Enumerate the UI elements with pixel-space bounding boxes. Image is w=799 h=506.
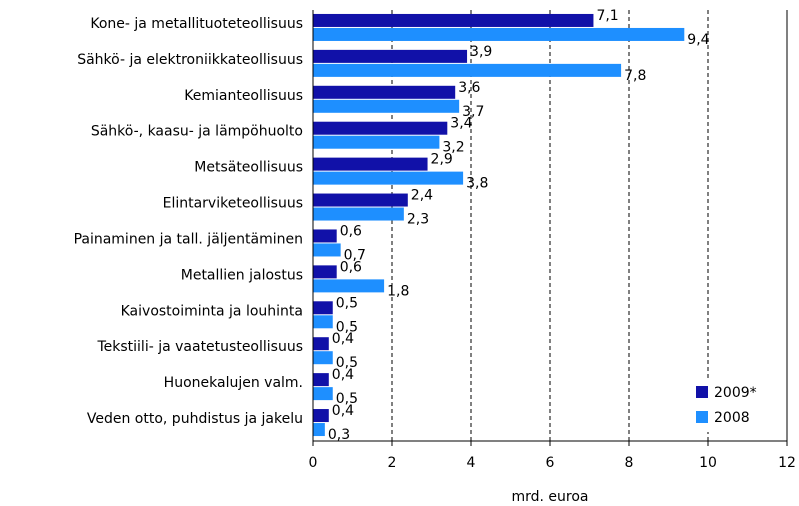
data-label: 3,2: [442, 140, 464, 156]
y-tick-label: Kemianteollisuus: [184, 88, 303, 104]
bar: [313, 135, 440, 149]
x-tick-label: 6: [546, 455, 555, 471]
bar: [313, 99, 460, 113]
y-tick-label: Sähkö-, kaasu- ja lämpöhuolto: [91, 124, 303, 140]
data-label: 0,3: [328, 427, 350, 443]
x-tick-label: 4: [467, 455, 476, 471]
y-tick-label: Metsäteollisuus: [194, 160, 303, 176]
bar: [313, 13, 594, 27]
x-tick-label: 10: [699, 455, 717, 471]
data-label: 3,7: [462, 104, 484, 120]
y-tick-label: Kaivostoiminta ja louhinta: [121, 303, 303, 319]
x-tick-label: 8: [625, 455, 634, 471]
data-label: 1,8: [387, 283, 409, 299]
data-label: 0,5: [336, 295, 358, 311]
data-label: 0,5: [336, 319, 358, 335]
bar: [313, 85, 456, 99]
data-label: 0,4: [332, 331, 354, 347]
bar: [313, 229, 337, 243]
data-label: 2,9: [431, 152, 453, 168]
bar: [313, 279, 385, 293]
x-tick-label: 12: [778, 455, 796, 471]
bar: [313, 423, 325, 437]
data-label: 0,5: [336, 391, 358, 407]
bar: [313, 63, 622, 77]
data-label: 0,7: [344, 247, 366, 263]
data-label: 0,6: [340, 223, 362, 239]
y-tick-label: Veden otto, puhdistus ja jakelu: [87, 411, 303, 427]
bar: [313, 315, 333, 329]
bar: [313, 171, 464, 185]
bar: [313, 27, 685, 41]
data-label: 2,3: [407, 212, 429, 228]
bar: [313, 121, 448, 135]
x-axis-label: mrd. euroa: [511, 489, 588, 505]
data-label: 0,4: [332, 403, 354, 419]
data-label: 0,6: [340, 259, 362, 275]
data-label: 3,9: [470, 44, 492, 60]
legend-swatch: [696, 386, 708, 398]
y-tick-label: Elintarviketeollisuus: [163, 196, 303, 212]
bar: [313, 373, 329, 387]
bar: [313, 243, 341, 257]
x-tick-label: 2: [388, 455, 397, 471]
y-tick-label: Sähkö- ja elektroniikkateollisuus: [77, 52, 303, 68]
x-tick-label: 0: [309, 455, 318, 471]
legend-label: 2008: [714, 410, 750, 426]
data-label: 2,4: [411, 188, 433, 204]
data-label: 7,1: [596, 8, 618, 24]
legend-swatch: [696, 411, 708, 423]
bar: [313, 337, 329, 351]
y-tick-label: Metallien jalostus: [181, 267, 303, 283]
data-label: 3,4: [450, 116, 472, 132]
data-label: 7,8: [624, 68, 646, 84]
bar: [313, 301, 333, 315]
legend-label: 2009*: [714, 385, 757, 401]
bar: [313, 49, 468, 63]
bar: [313, 351, 333, 365]
data-label: 0,5: [336, 355, 358, 371]
bar: [313, 207, 404, 221]
data-label: 3,8: [466, 176, 488, 192]
bar: [313, 409, 329, 423]
data-label: 3,6: [458, 80, 480, 96]
data-label: 9,4: [687, 32, 709, 48]
y-tick-label: Kone- ja metallituoteteollisuus: [90, 16, 303, 32]
bar: [313, 387, 333, 401]
bar: [313, 157, 428, 171]
y-tick-label: Tekstiili- ja vaatetusteollisuus: [96, 339, 303, 355]
data-label: 0,4: [332, 367, 354, 383]
bar: [313, 193, 408, 207]
y-tick-label: Painaminen ja tall. jäljentäminen: [74, 231, 303, 247]
bar: [313, 265, 337, 279]
y-tick-label: Huonekalujen valm.: [164, 375, 303, 391]
